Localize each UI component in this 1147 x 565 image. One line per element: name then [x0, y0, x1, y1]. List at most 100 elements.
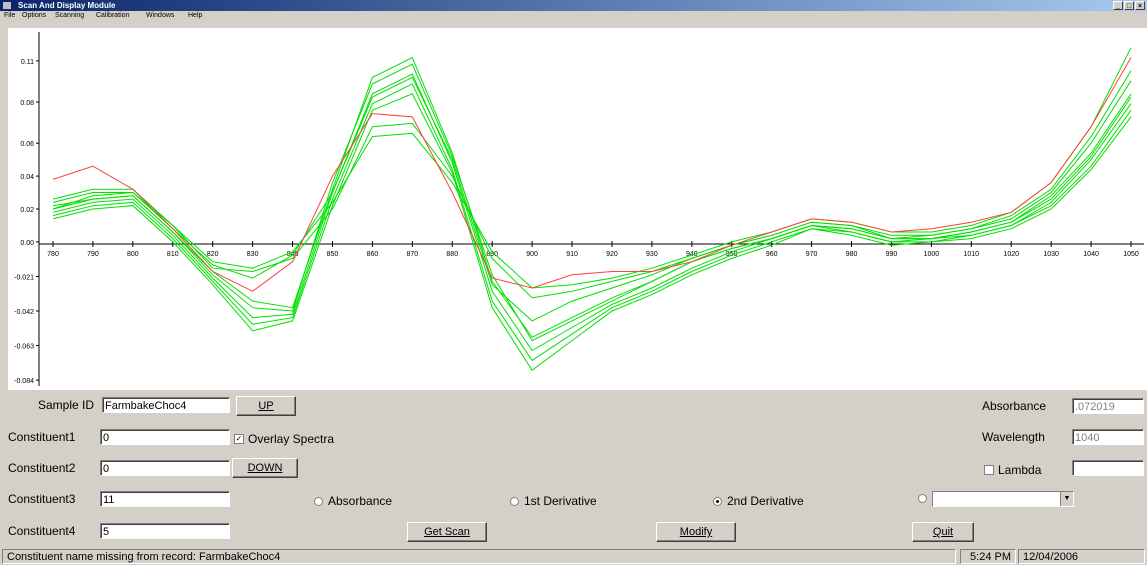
x-tick-label: 980	[846, 251, 858, 258]
up-button-label: UP	[258, 400, 274, 412]
radio-extra[interactable]	[918, 494, 932, 503]
extra-combo[interactable]: ▼	[932, 491, 1074, 507]
absorbance-label: Absorbance	[982, 399, 1047, 413]
x-tick-label: 780	[47, 251, 59, 258]
status-message: Constituent name missing from record: Fa…	[2, 549, 956, 564]
y-tick-label: -0.021	[14, 274, 34, 281]
modify-button[interactable]: Modify	[656, 522, 736, 542]
radio-2nd-label: 2nd Derivative	[727, 494, 804, 508]
y-tick-label: 0.00	[20, 240, 34, 247]
x-tick-label: 820	[207, 251, 219, 258]
x-tick-label: 940	[686, 251, 698, 258]
modify-label: Modify	[679, 526, 713, 538]
lambda-input[interactable]	[1072, 460, 1144, 476]
window-title: Scan And Display Module	[18, 1, 116, 10]
constituent1-input[interactable]: 0	[100, 429, 230, 445]
x-tick-label: 920	[606, 251, 618, 258]
sample-id-label: Sample ID	[38, 398, 95, 412]
spectra-chart: 0.11 0.08 0.06 0.04 0.02 0.00 -0.021 -0.042 -0.0…	[14, 32, 1144, 386]
menu-help[interactable]: Help	[188, 12, 203, 19]
down-button-label: DOWN	[247, 462, 283, 474]
close-button[interactable]: ×	[1135, 1, 1145, 10]
x-tick-label: 850	[327, 251, 339, 258]
constituent1-label: Constituent1	[8, 430, 76, 444]
x-tick-label: 900	[526, 251, 538, 258]
overlay-spectra-label: Overlay Spectra	[248, 432, 335, 446]
x-tick-label: 810	[167, 251, 179, 258]
x-tick-label: 880	[446, 251, 458, 258]
get-scan-label: Get Scan	[424, 526, 470, 538]
x-tick-label: 950	[726, 251, 738, 258]
spectrum-line	[52, 63, 1132, 342]
x-tick-label: 800	[127, 251, 139, 258]
wavelength-label: Wavelength	[982, 430, 1045, 444]
menu-options[interactable]: Options	[22, 12, 47, 19]
spectra-plot: 0.11 0.08 0.06 0.04 0.02 0.00 -0.021 -0.042 -0.0…	[8, 28, 1147, 390]
radio-2nd-derivative[interactable]: 2nd Derivative	[713, 494, 804, 508]
radio-1st-derivative[interactable]: 1st Derivative	[510, 494, 597, 508]
constituent4-input[interactable]: 5	[100, 523, 230, 539]
app-icon[interactable]	[3, 2, 11, 9]
x-tick-label: 970	[806, 251, 818, 258]
x-tick-label: 960	[766, 251, 778, 258]
absorbance-value: .072019	[1072, 398, 1144, 414]
spectrum-line	[52, 70, 1132, 299]
menu-windows[interactable]: Windows	[146, 12, 175, 19]
minimize-button[interactable]: _	[1113, 1, 1123, 10]
menu-calibration[interactable]: Calibration	[96, 12, 130, 19]
x-tick-label: 1010	[964, 251, 980, 258]
menu-file[interactable]: File	[4, 12, 16, 19]
radio-1st-label: 1st Derivative	[524, 494, 597, 508]
constituent3-input[interactable]: 11	[100, 491, 230, 507]
x-tick-label: 990	[886, 251, 898, 258]
y-tick-label: 0.02	[20, 207, 34, 214]
menu-scanning[interactable]: Scanning	[55, 12, 85, 19]
x-tick-label: 910	[566, 251, 578, 258]
x-tick-label: 870	[406, 251, 418, 258]
up-button[interactable]: UP	[236, 396, 296, 416]
status-time: 5:24 PM	[960, 549, 1016, 564]
spectrum-line	[52, 76, 1132, 322]
wavelength-value: 1040	[1072, 429, 1144, 445]
constituent4-label: Constituent4	[8, 524, 76, 538]
maximize-button[interactable]: □	[1124, 1, 1134, 10]
radio-absorbance-label: Absorbance	[328, 494, 393, 508]
y-tick-label: -0.084	[14, 378, 34, 385]
y-tick-label: 0.08	[20, 100, 34, 107]
x-tick-label: 1000	[924, 251, 940, 258]
spectrum-line	[52, 73, 1132, 352]
overlay-spectra-checkbox[interactable]: ✓ Overlay Spectra	[234, 432, 334, 446]
chevron-down-icon[interactable]: ▼	[1060, 492, 1073, 506]
x-tick-label: 1030	[1043, 251, 1059, 258]
constituent2-label: Constituent2	[8, 461, 76, 475]
x-tick-label: 790	[87, 251, 99, 258]
sample-id-input[interactable]: FarmbakeChoc4	[102, 397, 230, 413]
spectrum-line	[52, 47, 1132, 289]
radio-1st-dot	[510, 496, 519, 506]
spectrum-line	[52, 56, 1132, 338]
x-tick-label: 830	[247, 251, 259, 258]
overlay-check-icon: ✓	[234, 434, 244, 444]
constituent3-label: Constituent3	[8, 492, 76, 506]
status-bar: Constituent name missing from record: Fa…	[0, 548, 1147, 565]
constituent2-input[interactable]: 0	[100, 460, 230, 476]
spectrum-line	[52, 83, 1132, 362]
quit-button[interactable]: Quit	[912, 522, 974, 542]
radio-absorbance[interactable]: Absorbance	[314, 494, 392, 508]
y-tick-label: -0.063	[14, 344, 34, 351]
x-tick-label: 1020	[1003, 251, 1019, 258]
x-tick-label: 890	[486, 251, 498, 258]
menu-bar: File Options Scanning Calibration Window…	[0, 11, 1147, 21]
spectrum-line	[52, 57, 1132, 292]
get-scan-button[interactable]: Get Scan	[407, 522, 487, 542]
spectrum-line	[52, 93, 1132, 372]
radio-2nd-dot	[713, 496, 722, 506]
y-tick-label: 0.06	[20, 141, 34, 148]
y-tick-label: -0.042	[14, 309, 34, 316]
radio-absorbance-dot	[314, 496, 323, 506]
down-button[interactable]: DOWN	[232, 458, 298, 478]
radio-extra-dot	[918, 494, 927, 503]
x-tick-label: 1050	[1123, 251, 1139, 258]
lambda-label: Lambda	[998, 463, 1042, 477]
lambda-checkbox[interactable]: Lambda	[984, 463, 1041, 477]
